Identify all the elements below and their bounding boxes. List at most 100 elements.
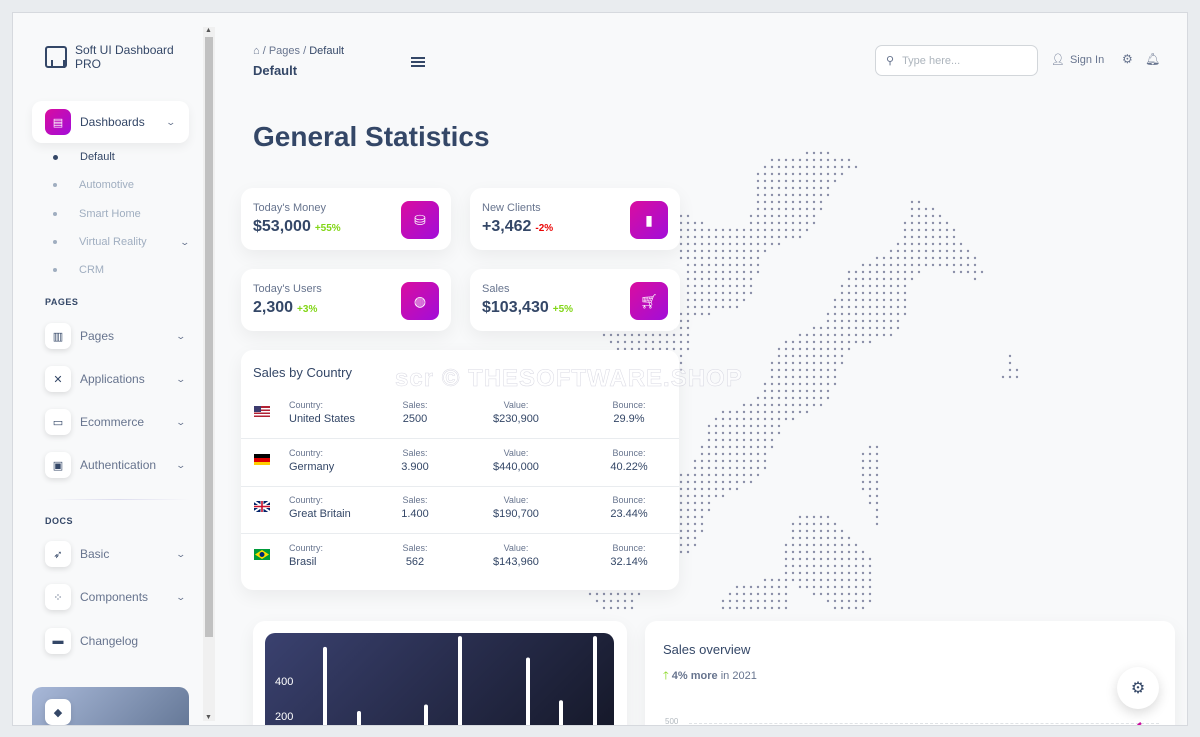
stat-value-wrap: $103,430 +5%	[482, 299, 573, 317]
chevron-down-icon: ⌄	[175, 591, 187, 602]
cell-value: $190,700	[493, 508, 539, 520]
scroll-down-icon[interactable]: ▼	[205, 714, 212, 721]
cell-bounce: Bounce: 40.22%	[609, 448, 649, 473]
configurator-gear-icon[interactable]: ⚙	[1117, 667, 1159, 709]
cell-value: 562	[405, 555, 425, 568]
table-row: Country: Great Britain Sales: 1.400 Value: $1…	[241, 487, 679, 534]
cell-label: Value:	[503, 447, 529, 458]
y-tick-label: 200	[275, 711, 293, 723]
brand[interactable]: Soft UI Dashboard PRO	[45, 43, 203, 71]
sidebar-item-applications[interactable]: ✕ Applications ⌄	[45, 365, 187, 393]
cell-label: Country:	[289, 447, 324, 458]
change-value: 4% more	[671, 670, 718, 682]
sidebar-subitem-label: Default	[80, 151, 115, 163]
breadcrumb-separator: /	[303, 45, 307, 57]
bar	[323, 646, 327, 725]
stat-title: Today's Users	[253, 283, 322, 295]
active-users-card: 400 200	[253, 621, 627, 725]
change-period: in 2021	[720, 670, 757, 682]
sidebar-subitem-default[interactable]: Default	[53, 151, 115, 163]
sign-in-link[interactable]: 👤︎ Sign In	[1051, 53, 1105, 67]
cell-value: 23.44%	[610, 508, 648, 520]
sign-in-label: Sign In	[1069, 53, 1105, 66]
stat-change: +55%	[314, 223, 341, 234]
cell-sales: Sales: 562	[401, 543, 429, 568]
sidebar-item-label: Changelog	[80, 634, 139, 648]
sidebar-subitem-virtual-reality[interactable]: Virtual Reality ⌄	[53, 236, 193, 248]
sidebar-item-changelog[interactable]: ▬ Changelog	[45, 627, 185, 655]
cell-country: Country: United States	[289, 400, 355, 425]
bell-icon[interactable]: 🔔︎	[1145, 52, 1161, 66]
bullet-icon	[53, 183, 57, 187]
gear-icon[interactable]: ⚙	[1122, 52, 1133, 66]
cell-bounce: Bounce: 32.14%	[609, 543, 649, 568]
stat-value-wrap: $53,000 +55%	[253, 218, 341, 236]
cell-label: Country:	[289, 400, 324, 410]
sidebar-subitem-label: Smart Home	[79, 208, 141, 220]
page-heading: General Statistics	[253, 121, 490, 152]
stat-card-sales: Sales $103,430 +5% 🛒︎	[470, 269, 680, 331]
card-title: Sales overview	[663, 642, 751, 657]
bar	[458, 636, 462, 725]
rocket-icon: ➶	[45, 541, 71, 567]
chevron-down-icon: ⌄	[175, 416, 187, 427]
sidebar-subitem-smart-home[interactable]: Smart Home	[53, 208, 141, 220]
sidebar-item-basic[interactable]: ➶ Basic ⌄	[45, 540, 187, 568]
y-tick-label: 500	[665, 717, 679, 726]
stat-title: New Clients	[482, 202, 541, 214]
chevron-down-icon: ⌄	[175, 373, 187, 384]
search-input[interactable]: ⚲ Type here...	[875, 45, 1038, 76]
diamond-icon: ◆	[45, 699, 71, 725]
stat-value: $53,000	[253, 218, 311, 235]
chevron-down-icon: ⌄	[179, 236, 191, 247]
basket-icon: ▭	[45, 409, 71, 435]
sidebar-item-dashboards[interactable]: ▤ Dashboards ⌄	[32, 101, 189, 143]
cell-country: Country: Great Britain	[289, 495, 351, 520]
stat-card-money: Today's Money $53,000 +55% ⛁	[241, 188, 451, 250]
table-row: Country: Germany Sales: 3.900 Value: $440,000…	[241, 440, 679, 487]
browser-frame: Soft UI Dashboard PRO ▤ Dashboards ⌄ Def…	[12, 12, 1188, 726]
sales-overview-subtitle: 🡑 4% more in 2021	[663, 667, 757, 686]
grid-line	[689, 723, 1159, 724]
sidebar-item-label: Basic	[80, 547, 110, 561]
cell-value: Value: $440,000	[493, 448, 539, 473]
chevron-down-icon: ⌄	[175, 459, 187, 470]
sidebar-item-label: Authentication	[80, 458, 157, 472]
cell-value: 29.9%	[613, 413, 645, 425]
stat-change: +3%	[297, 304, 318, 315]
sidebar-subitem-automotive[interactable]: Automotive	[53, 179, 134, 191]
sidebar-subitem-label: CRM	[79, 264, 105, 276]
sidebar-item-ecommerce[interactable]: ▭ Ecommerce ⌄	[45, 408, 187, 436]
bar	[559, 700, 563, 725]
bar	[526, 657, 530, 725]
flag-gb-icon	[254, 501, 270, 512]
cell-sales: Sales: 1.400	[401, 495, 429, 520]
cell-label: Bounce:	[612, 447, 646, 458]
components-icon: ⁘	[45, 584, 71, 610]
sidebar-item-label: Applications	[80, 372, 145, 386]
chart-icon: ▥	[45, 323, 71, 349]
sidebar-item-pages[interactable]: ▥ Pages ⌄	[45, 322, 187, 350]
page-title: Default	[253, 63, 298, 78]
scroll-up-icon[interactable]: ▲	[205, 27, 212, 34]
cell-sales: Sales: 3.900	[401, 448, 429, 473]
coins-icon: ⛁	[401, 201, 439, 239]
search-placeholder: Type here...	[902, 54, 961, 67]
user-icon: 👤︎	[1051, 54, 1065, 66]
breadcrumb-pages[interactable]: Pages	[268, 45, 301, 57]
stat-title: Today's Money	[253, 202, 327, 214]
sidebar-subitem-crm[interactable]: CRM	[53, 264, 104, 276]
sidebar-item-components[interactable]: ⁘ Components ⌄	[45, 583, 187, 611]
scrollbar-thumb[interactable]	[205, 37, 213, 637]
bullet-icon	[53, 240, 57, 244]
cell-value: $230,900	[493, 413, 539, 425]
tools-icon: ✕	[45, 366, 71, 392]
sidebar-item-authentication[interactable]: ▣ Authentication ⌄	[45, 451, 187, 479]
stat-card-clients: New Clients +3,462 -2% ▮	[470, 188, 680, 250]
home-icon[interactable]: ⌂	[253, 45, 260, 57]
menu-toggle-icon[interactable]	[411, 55, 425, 69]
sidebar-scrollbar[interactable]: ▲ ▼	[203, 27, 215, 721]
chevron-down-icon: ⌄	[165, 116, 177, 127]
stat-card-users: Today's Users 2,300 +3% ◍	[241, 269, 451, 331]
card-title: Sales by Country	[253, 365, 352, 380]
